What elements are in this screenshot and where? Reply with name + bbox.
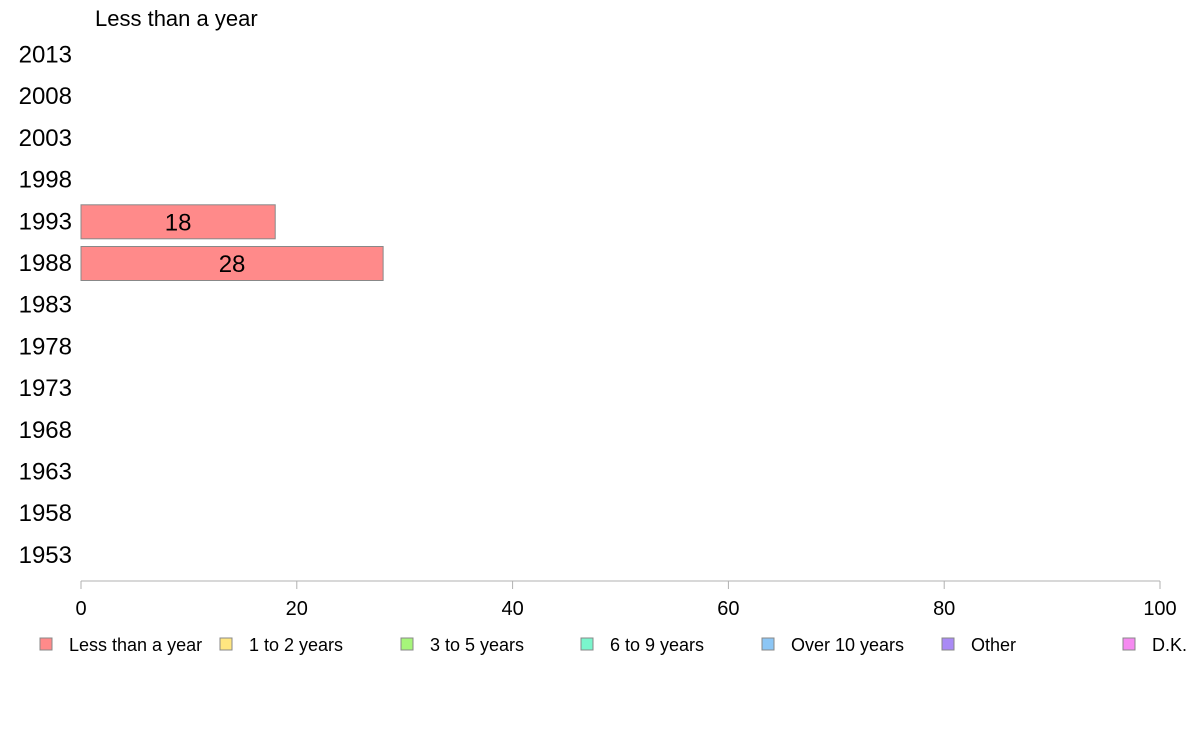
legend-swatch-3-to-5-years: [400, 637, 414, 651]
x-tick-label-40: 40: [501, 598, 523, 620]
legend-swatch-less-than-a-year: [39, 637, 53, 651]
category-label-2013: 2013: [19, 42, 72, 69]
category-label-1953: 1953: [19, 542, 72, 569]
x-tick-label-60: 60: [717, 598, 739, 620]
category-label-2003: 2003: [19, 125, 72, 152]
category-label-1968: 1968: [19, 417, 72, 444]
x-tick-label-80: 80: [933, 598, 955, 620]
category-label-1998: 1998: [19, 167, 72, 194]
legend-label-6-to-9-years: 6 to 9 years: [610, 635, 704, 655]
category-label-1973: 1973: [19, 375, 72, 402]
bar-value-label-1988: 28: [219, 251, 246, 278]
x-tick-label-100: 100: [1143, 598, 1176, 620]
chart-title: Less than a year: [95, 6, 258, 31]
category-label-2008: 2008: [19, 83, 72, 110]
legend: Less than a year 1 to 2 years 3 to 5 years…: [39, 635, 1187, 655]
category-label-1988: 1988: [19, 250, 72, 277]
legend-label-other: Other: [971, 635, 1016, 655]
x-tick-label-20: 20: [286, 598, 308, 620]
category-label-1993: 1993: [19, 208, 72, 235]
legend-swatch-over-10-years: [761, 637, 775, 651]
bar-1993: [80, 204, 276, 240]
legend-swatch-d-k: [1122, 637, 1136, 651]
legend-swatch-1-to-2-years: [219, 637, 233, 651]
legend-label-1-to-2-years: 1 to 2 years: [249, 635, 343, 655]
legend-label-3-to-5-years: 3 to 5 years: [430, 635, 524, 655]
category-label-1963: 1963: [19, 459, 72, 486]
x-tick-label-0: 0: [75, 598, 86, 620]
bar-1988: [80, 246, 384, 281]
category-label-1958: 1958: [19, 500, 72, 527]
category-label-1983: 1983: [19, 292, 72, 319]
x-axis: 0 20 40 60 80 100: [75, 580, 1177, 620]
legend-label-less-than-a-year: Less than a year: [69, 635, 202, 655]
legend-label-d-k: D.K.: [1152, 635, 1187, 655]
legend-swatch-6-to-9-years: [580, 637, 594, 651]
bar-value-label-1993: 18: [165, 209, 192, 236]
category-label-1978: 1978: [19, 333, 72, 360]
category-labels: 2013 2008 2003 1998 1993 1988 1983 1978 1973 1968…: [19, 42, 72, 569]
legend-swatch-other: [941, 637, 955, 651]
legend-label-over-10-years: Over 10 years: [791, 635, 904, 655]
